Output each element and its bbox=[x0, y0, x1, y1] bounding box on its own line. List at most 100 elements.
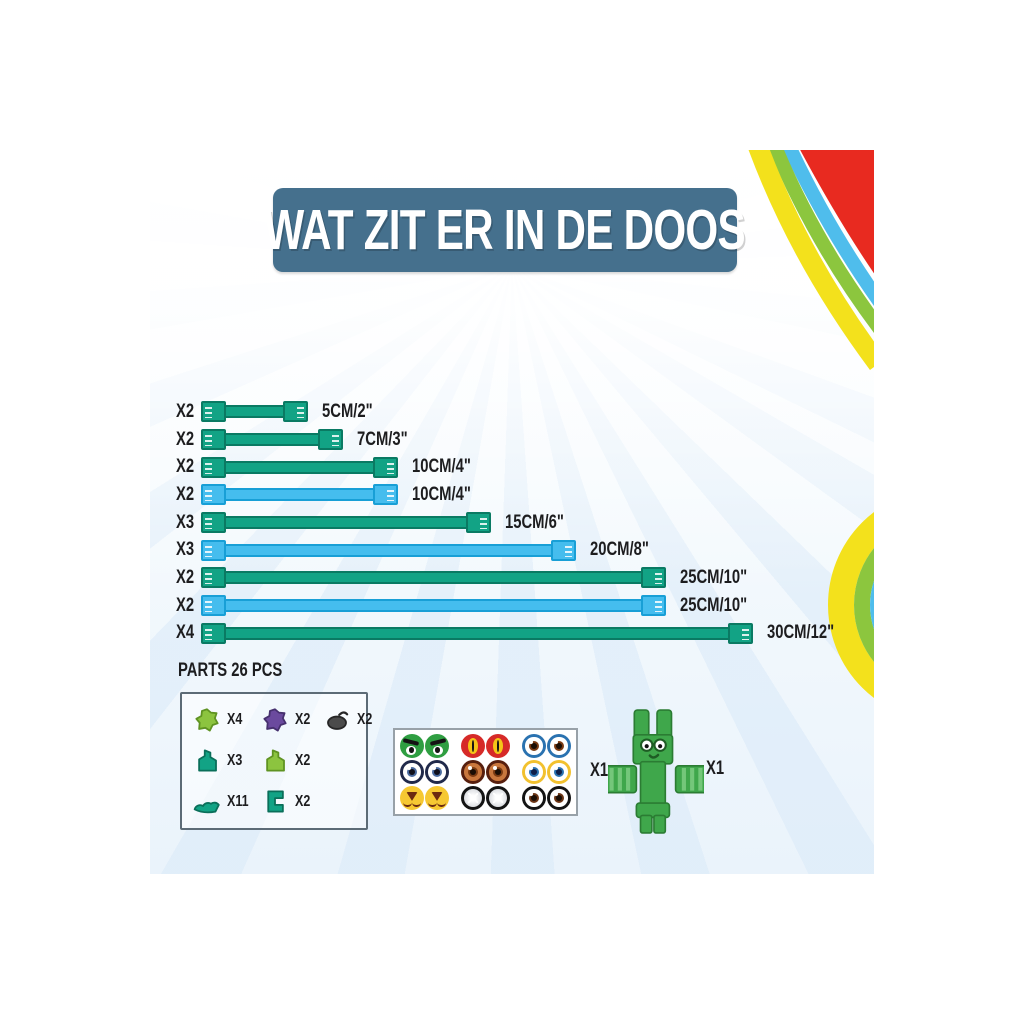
tube-qty: X4 bbox=[176, 622, 195, 644]
tube-qty: X3 bbox=[176, 511, 195, 533]
gear-piece-lime-icon bbox=[195, 708, 219, 732]
sticker-pair bbox=[400, 734, 449, 758]
part-item: X2 bbox=[260, 707, 322, 734]
angry-sticker bbox=[400, 734, 424, 758]
tube-blue bbox=[201, 595, 666, 617]
tube-row: X3 20CM/8" bbox=[176, 536, 853, 564]
blue-disc bbox=[870, 580, 874, 630]
tube-end-connector bbox=[201, 539, 226, 561]
eye-sticker bbox=[547, 734, 571, 758]
sticker-row bbox=[400, 786, 571, 810]
tube-end-connector bbox=[201, 595, 226, 617]
tube-green bbox=[201, 567, 666, 589]
tube-bar bbox=[223, 626, 731, 640]
sticker-row bbox=[400, 760, 571, 784]
tube-end-connector bbox=[373, 456, 398, 478]
tube-row: X2 25CM/10" bbox=[176, 592, 853, 620]
part-qty: X2 bbox=[295, 711, 311, 729]
tube-length-label: 25CM/10" bbox=[680, 594, 748, 616]
eye-sticker bbox=[461, 760, 485, 784]
tube-bar bbox=[223, 599, 644, 613]
parts-heading: PARTS 26 PCS bbox=[178, 660, 283, 681]
suction-cup-black-icon bbox=[327, 711, 349, 730]
tube-green bbox=[201, 429, 343, 451]
tube-end-connector bbox=[201, 622, 226, 644]
blue-arc bbox=[783, 150, 874, 306]
figure-qty: X1 bbox=[706, 758, 725, 779]
tube-green bbox=[201, 401, 308, 423]
tube-length-label: 25CM/10" bbox=[680, 566, 748, 588]
tube-end-connector bbox=[318, 429, 343, 451]
eye-sticker bbox=[522, 786, 546, 810]
claw-piece-teal-icon bbox=[193, 801, 220, 814]
tube-end-connector bbox=[201, 484, 226, 506]
title-banner: WAT ZIT ER IN DE DOOS bbox=[265, 188, 746, 272]
tube-end-connector bbox=[728, 622, 753, 644]
tube-bar bbox=[223, 460, 376, 474]
tube-qty: X2 bbox=[176, 483, 195, 505]
tube-qty: X2 bbox=[176, 428, 195, 450]
tube-row: X2 25CM/10" bbox=[176, 564, 853, 592]
tube-length-label: 20CM/8" bbox=[590, 539, 649, 561]
tube-row: X3 15CM/6" bbox=[176, 509, 853, 537]
muzzle-sticker bbox=[400, 786, 424, 810]
part-item: X11 bbox=[192, 788, 260, 815]
tube-end-connector bbox=[201, 401, 226, 423]
sticker-pair bbox=[400, 786, 449, 810]
green-arc bbox=[768, 150, 874, 333]
tube-bar bbox=[223, 405, 286, 419]
tube-qty: X2 bbox=[176, 566, 195, 588]
tube-bar bbox=[223, 516, 469, 530]
sticker-row bbox=[400, 734, 571, 758]
tube-end-connector bbox=[201, 456, 226, 478]
green-ring bbox=[854, 548, 874, 662]
tube-length-label: 15CM/6" bbox=[505, 511, 564, 533]
sticker-pair bbox=[461, 760, 510, 784]
tube-bar bbox=[223, 433, 321, 447]
cat-sticker bbox=[486, 734, 510, 758]
sparkle-sticker bbox=[461, 786, 485, 810]
sparkle-sticker bbox=[486, 786, 510, 810]
tube-end-connector bbox=[201, 429, 226, 451]
tube-end-connector bbox=[641, 567, 666, 589]
part-qty: X11 bbox=[227, 792, 249, 810]
part-item: X2 bbox=[260, 788, 322, 815]
tube-end-connector bbox=[641, 595, 666, 617]
eye-sticker bbox=[400, 760, 424, 784]
tube-green bbox=[201, 512, 491, 534]
rainbow-arcs-decoration bbox=[748, 150, 874, 698]
bracket-piece-teal-icon bbox=[267, 790, 284, 813]
tube-end-connector bbox=[283, 401, 308, 423]
tube-row: X2 10CM/4" bbox=[176, 453, 853, 481]
eye-sticker bbox=[486, 760, 510, 784]
tube-end-connector bbox=[201, 512, 226, 534]
sticker-pair bbox=[522, 734, 571, 758]
green-tube-character bbox=[608, 709, 704, 834]
part-item: X4 bbox=[192, 707, 260, 734]
tube-blue bbox=[201, 539, 576, 561]
part-qty: X2 bbox=[295, 751, 311, 769]
tube-green bbox=[201, 456, 398, 478]
part-item: X2 bbox=[322, 707, 377, 734]
eye-sticker-sheet bbox=[393, 728, 578, 816]
red-arc bbox=[800, 150, 874, 274]
tube-size-chart: X2 5CM/2" X2 7CM/3" X2 10CM/4" X2 10CM/4" X3 15CM… bbox=[176, 398, 853, 647]
arm-ridges bbox=[609, 767, 703, 791]
angry-sticker bbox=[425, 734, 449, 758]
parts-box: X4 X2 X2 X3 X2 X11 X2 bbox=[180, 692, 372, 830]
part-qty: X3 bbox=[227, 751, 243, 769]
tube-length-label: 30CM/12" bbox=[767, 622, 835, 644]
tube-qty: X3 bbox=[176, 539, 195, 561]
tube-length-label: 7CM/3" bbox=[357, 428, 408, 450]
sticker-pair bbox=[522, 760, 571, 784]
tube-bar bbox=[223, 543, 554, 557]
sticker-pair bbox=[522, 786, 571, 810]
eye-sticker bbox=[547, 760, 571, 784]
sticker-pair bbox=[461, 786, 510, 810]
part-qty: X2 bbox=[295, 792, 311, 810]
tube-row: X2 5CM/2" bbox=[176, 398, 853, 426]
tube-end-connector bbox=[466, 512, 491, 534]
cat-sticker bbox=[461, 734, 485, 758]
yellow-ring bbox=[828, 512, 874, 698]
part-item: X3 bbox=[192, 747, 260, 774]
